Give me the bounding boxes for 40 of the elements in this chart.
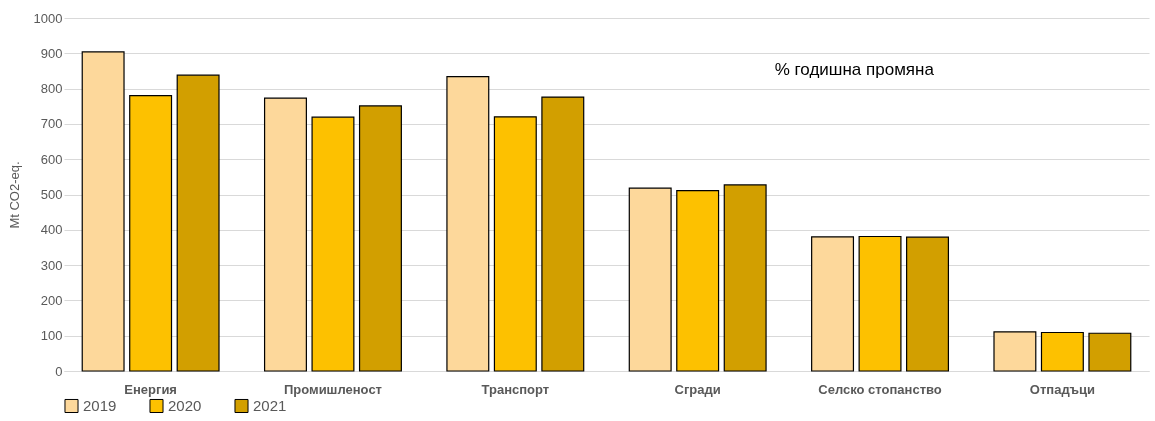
bar bbox=[81, 51, 125, 372]
bar bbox=[358, 105, 402, 372]
bar bbox=[541, 96, 585, 372]
bar bbox=[176, 74, 220, 372]
bar bbox=[906, 236, 950, 372]
bar bbox=[993, 331, 1037, 372]
y-tick-label: 200 bbox=[40, 292, 63, 308]
y-tick-label: 800 bbox=[40, 81, 63, 97]
bar bbox=[723, 184, 767, 372]
x-tick-label: Отпадъци bbox=[1029, 381, 1095, 397]
y-tick-label: 1000 bbox=[33, 10, 63, 26]
y-tick-label: 700 bbox=[40, 116, 63, 132]
x-tick-label: Енергия bbox=[124, 381, 177, 397]
x-tick-label: Селско стопанство bbox=[818, 381, 942, 397]
bar bbox=[811, 236, 855, 372]
y-tick-label: 500 bbox=[40, 187, 63, 202]
bar bbox=[628, 187, 672, 372]
bar bbox=[446, 76, 490, 372]
y-tick-label: 400 bbox=[40, 222, 63, 238]
legend-label: 2020 bbox=[168, 396, 202, 414]
bar bbox=[1040, 331, 1084, 372]
y-tick-label: 0 bbox=[55, 363, 63, 379]
x-tick-label: Сгради bbox=[674, 381, 721, 397]
y-tick-label: 100 bbox=[40, 328, 63, 344]
bar bbox=[1088, 332, 1132, 372]
y-tick-label: 600 bbox=[40, 151, 63, 167]
legend-label: 2019 bbox=[83, 396, 117, 414]
bar bbox=[129, 95, 173, 372]
x-tick-label: Промишленост bbox=[283, 381, 382, 397]
legend-label: 2021 bbox=[253, 396, 287, 414]
x-tick-label: Транспорт bbox=[481, 381, 550, 397]
bar bbox=[263, 97, 307, 372]
bar bbox=[858, 235, 902, 372]
y-tick-label: 900 bbox=[40, 45, 63, 61]
y-axis-title: Mt CO2-eq. bbox=[6, 161, 22, 229]
bar bbox=[311, 116, 355, 372]
annotation: % годишна промяна bbox=[774, 60, 935, 79]
bar bbox=[493, 116, 537, 372]
y-tick-label: 300 bbox=[40, 257, 63, 273]
bar bbox=[676, 190, 720, 372]
